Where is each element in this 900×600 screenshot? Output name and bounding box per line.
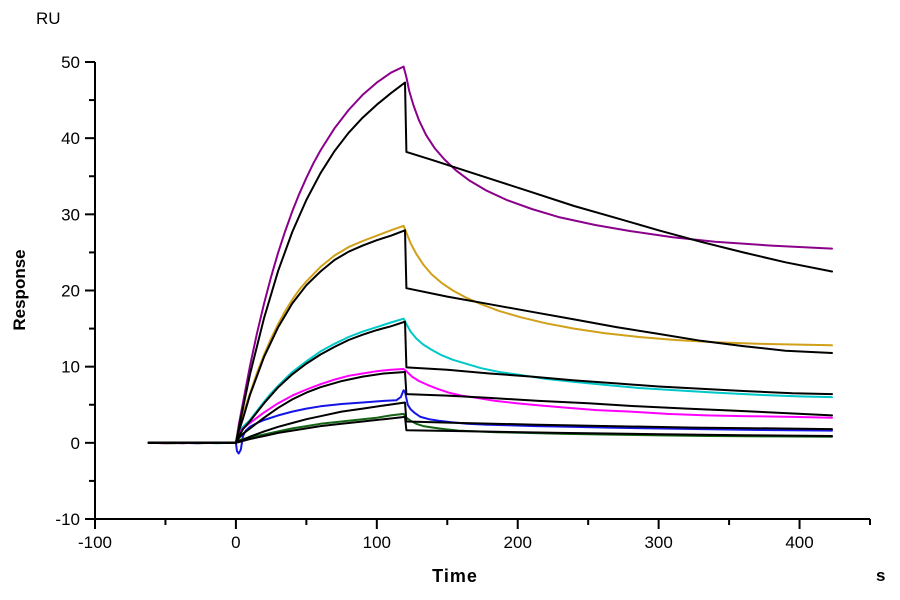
y-axis-title: Response xyxy=(10,249,29,331)
y-tick-label: 50 xyxy=(61,53,80,72)
series-fit-1 xyxy=(147,81,833,444)
series-curve-purple xyxy=(147,65,833,445)
x-tick-label: 200 xyxy=(504,533,532,552)
y-axis-unit-label: RU xyxy=(36,9,61,28)
x-axis-unit-label: s xyxy=(876,566,886,585)
x-tick-label: 300 xyxy=(644,533,672,552)
x-tick-label: 100 xyxy=(363,533,391,552)
series-fit-4 xyxy=(147,371,833,444)
y-tick-label: 30 xyxy=(61,205,80,224)
x-axis-title: Time xyxy=(432,566,478,586)
y-tick-label: 0 xyxy=(71,434,80,453)
series-fit-3 xyxy=(147,320,833,444)
y-tick-label: 20 xyxy=(61,282,80,301)
y-tick-label: 10 xyxy=(61,358,80,377)
y-tick-label: -10 xyxy=(55,510,80,529)
y-tick-label: 40 xyxy=(61,129,80,148)
series-fit-6 xyxy=(147,415,833,444)
x-tick-label: 0 xyxy=(231,533,240,552)
x-tick-label: -100 xyxy=(78,533,112,552)
series-curve-blue xyxy=(147,389,833,455)
x-tick-label: 400 xyxy=(785,533,813,552)
series-fit-2 xyxy=(147,229,833,444)
